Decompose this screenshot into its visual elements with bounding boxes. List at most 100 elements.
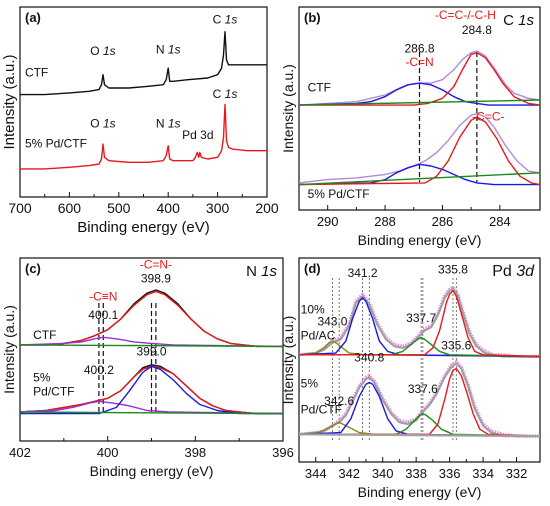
x-tick-label: 344 [305,466,327,481]
x-tick-label: 400 [157,200,181,216]
series-line [299,367,541,437]
x-tick-label: 290 [317,214,339,229]
x-tick-label: 334 [472,466,494,481]
x-tick-label: 398 [184,445,206,460]
panel-4: 344 342 340 338 336 334 332 Binding energy (eV)… [280,257,541,500]
annotation-element: N [156,117,168,131]
x-tick-label: 700 [8,200,32,216]
x-tick-label: 300 [206,200,230,216]
x-tick-label: 340 [372,466,394,481]
panel-label: (b) [304,10,321,25]
annotation-element: N [156,42,168,56]
annotation-element: O [90,44,103,58]
annotation-label: 341.2 [348,266,378,280]
series-line [299,290,541,358]
annotation-label: 400.1 [88,308,118,322]
annotation-label: N 1s [156,42,181,56]
panel-2: 290 288 286 284 Binding energy (eV) Intensity… [280,6,541,248]
series-line [299,336,541,358]
annotation-orbital: 1s [103,117,116,131]
x-axis-label: Binding energy (eV) [77,219,210,236]
panel-title-orbital: 1s [518,12,534,29]
x-tick-label: 288 [374,214,396,229]
series-line [20,365,283,415]
series-line [19,411,284,415]
y-axis-label: Intensity (a.u.) [1,54,18,149]
x-tick-label: 284 [489,214,511,229]
series-line [20,290,283,348]
x-tick-label: 400 [97,445,119,460]
x-tick-label: 338 [405,466,427,481]
annotation-label: 286.8 [404,42,434,56]
series-line [298,172,541,186]
series-line [298,288,540,358]
y-axis-label: Intensity (a.u.) [280,64,296,153]
annotation-orbital: 1s [225,87,238,101]
annotation-label: 5% Pd/CTF [308,187,370,201]
x-tick-label: 286 [432,214,454,229]
annotation-label: Pd 3d [182,128,213,142]
plot-frame [298,6,541,211]
series-line [20,31,267,96]
panel-1: 700 600 500 400 300 200 Binding energy (eV) Int… [1,6,279,236]
panel-title: N 1s [246,263,277,280]
panel-3: 402 400 398 396 Binding energy (eV) Intensity… [1,257,294,479]
series-line [298,297,541,358]
annotation-label: Pd/CTF [301,403,342,417]
series-line [19,400,284,415]
annotation-label: 335.8 [438,263,468,277]
annotation-label: 335.6 [441,339,471,353]
annotation-label: 340.8 [354,351,384,365]
annotation-orbital: 1s [168,42,181,56]
x-axis-label: Binding energy (eV) [358,232,482,248]
annotation-element: C [213,13,225,27]
x-tick-label: 500 [107,200,131,216]
annotation-label: 342.6 [324,394,354,408]
annotation-label: Pd/CTF [33,384,74,398]
panel-title: C 1s [503,12,534,29]
annotation-element: O [90,117,103,131]
x-axis-label: Binding energy (eV) [358,484,482,500]
annotation-label: O 1s [90,117,115,131]
y-axis-label: Intensity (a.u.) [280,316,296,405]
annotation-orbital: 1s [103,44,116,58]
panel-label: (a) [25,10,41,25]
series-line [19,336,284,348]
panel-label: (c) [25,261,41,276]
annotation-label: C 1s [213,87,238,101]
x-tick-label: 200 [255,200,279,216]
annotation-label: -C=N [405,55,433,69]
panel-title-element: C [503,12,518,29]
annotation-orbital: 1s [225,13,238,27]
annotation-label: -C=N- [140,258,172,272]
panel-title: Pd 3d [492,263,535,280]
annotation-element: C [213,87,225,101]
annotation-label: O 1s [90,44,115,58]
annotation-label: CTF [308,81,331,95]
x-tick-label: 600 [58,200,82,216]
annotation-label: 399.0 [136,345,166,359]
annotation-label: CTF [25,65,48,79]
annotation-label: -C=C- [472,109,504,123]
annotation-label: -C≡N [89,290,117,304]
annotation-label: 284.8 [462,23,492,37]
plot-frame [298,257,541,463]
series-line [298,433,541,438]
y-axis-label: Intensity (a.u.) [1,305,17,394]
series-line [298,116,541,186]
x-tick-label: 342 [338,466,360,481]
annotation-label: 10% [301,302,325,316]
series-line [298,82,540,106]
panel-title-orbital: 1s [261,263,277,280]
annotation-label: 400.2 [84,363,114,377]
x-tick-label: 396 [272,445,294,460]
x-tick-label: 332 [506,466,528,481]
series-line [20,103,267,170]
x-tick-label: 402 [9,445,31,460]
series-line [19,344,284,348]
x-axis-label: Binding energy (eV) [90,463,214,479]
series-line [298,112,541,184]
annotation-label: N 1s [156,117,181,131]
panel-title-orbital: 3d [516,263,535,280]
